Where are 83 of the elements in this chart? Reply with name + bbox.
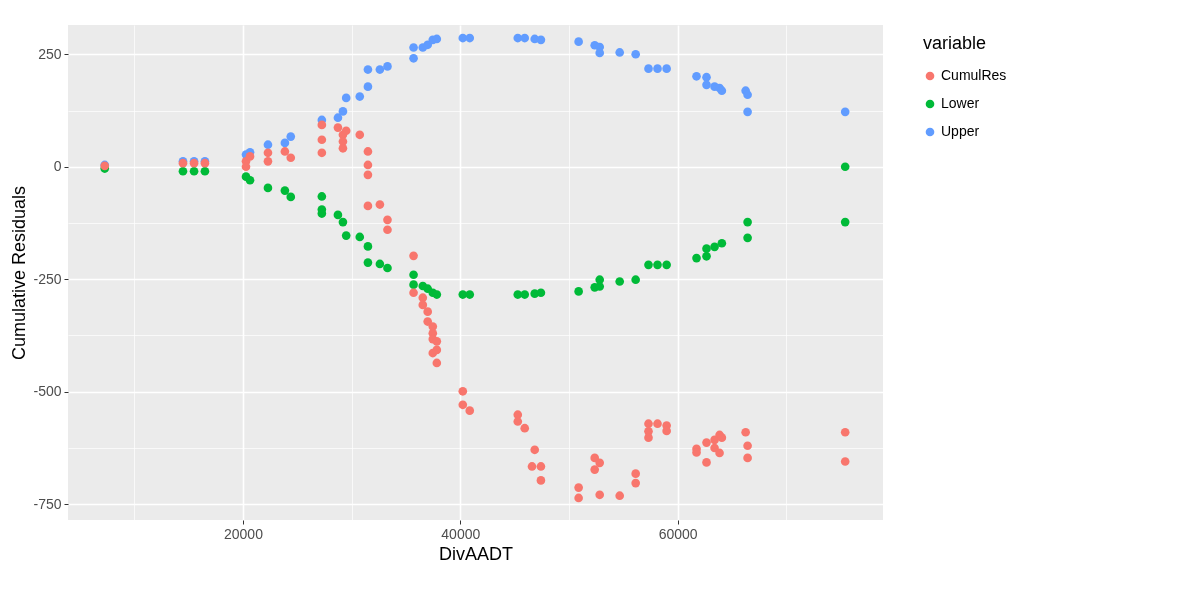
point (644, 64, 653, 73)
point (574, 287, 583, 296)
point (178, 166, 188, 176)
point (692, 253, 701, 263)
point (458, 290, 468, 299)
point (840, 162, 850, 172)
x-tick-label: 40000 (441, 525, 481, 542)
point (615, 48, 625, 57)
point (263, 140, 273, 150)
point (465, 33, 475, 43)
point (743, 107, 752, 117)
point (702, 251, 711, 261)
point (263, 183, 273, 193)
point (189, 166, 199, 176)
point (662, 64, 671, 73)
point (355, 92, 365, 101)
point (710, 242, 719, 252)
legend-label: CumulRes (941, 67, 1007, 83)
y-tick-label: -750 (33, 495, 62, 512)
point (520, 290, 530, 299)
point (536, 35, 546, 45)
point (333, 210, 343, 220)
legend-label: Upper (941, 123, 980, 139)
point (644, 260, 653, 270)
point (363, 65, 373, 74)
point (536, 288, 546, 298)
y-tick-label: 0 (53, 158, 62, 175)
point (409, 53, 418, 63)
point (595, 48, 605, 58)
point (286, 192, 296, 202)
legend-label: Lower (941, 95, 980, 111)
point (465, 290, 475, 299)
point (653, 260, 662, 270)
point (245, 175, 255, 185)
point (363, 258, 373, 267)
x-axis-title: DivAADT (438, 543, 514, 564)
point (286, 132, 296, 141)
point (280, 138, 290, 148)
point (409, 280, 418, 289)
point (653, 64, 662, 73)
point (702, 72, 711, 82)
point (375, 259, 385, 269)
point (409, 43, 418, 52)
point (513, 290, 523, 299)
y-tick-label: -250 (33, 270, 62, 287)
point (200, 166, 210, 176)
point (383, 263, 392, 273)
x-tick-label: 20000 (223, 525, 264, 542)
point (615, 277, 625, 286)
point (631, 275, 640, 285)
point (662, 260, 671, 270)
point (375, 65, 385, 74)
x-tick-label: 60000 (658, 525, 698, 542)
point (409, 270, 418, 280)
point (317, 192, 327, 201)
point (743, 90, 752, 100)
point (355, 232, 365, 242)
point (840, 107, 850, 117)
point (363, 82, 373, 91)
y-tick-label: -500 (33, 383, 62, 400)
point (383, 62, 392, 71)
y-tick-label: 250 (38, 45, 62, 62)
point (717, 238, 727, 248)
point (341, 93, 351, 103)
point (432, 290, 442, 299)
point (743, 233, 752, 243)
point (333, 113, 343, 123)
point (702, 244, 711, 253)
point (338, 217, 348, 227)
point (363, 242, 373, 251)
y-axis-title: Cumulative Residuals (9, 185, 30, 361)
point (574, 37, 583, 46)
point (840, 217, 850, 227)
point (520, 33, 530, 43)
point (338, 107, 348, 116)
point (423, 40, 433, 50)
point (341, 231, 351, 240)
point (280, 186, 290, 195)
point (631, 49, 640, 59)
point (702, 80, 711, 90)
legend-title: variable (923, 33, 987, 53)
point (692, 71, 701, 81)
point (743, 217, 752, 227)
